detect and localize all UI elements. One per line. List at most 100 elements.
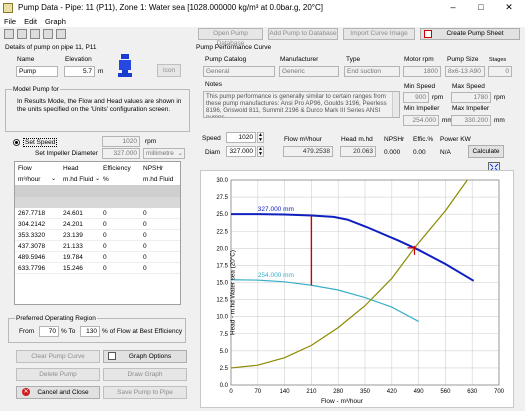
min-speed-field[interactable]: 900 — [403, 92, 429, 103]
save-icon[interactable] — [30, 29, 40, 39]
notes-scrollbar[interactable] — [392, 92, 399, 117]
table-cell[interactable]: 0 — [103, 243, 107, 250]
menu-graph[interactable]: Graph — [45, 16, 66, 26]
calculate-button[interactable]: Calculate — [468, 145, 504, 158]
delete-pump-button[interactable]: Delete Pump — [16, 368, 100, 381]
model-header: Model Pump for — [12, 86, 60, 93]
table-cell[interactable]: 0 — [103, 265, 107, 272]
create-pump-sheet-button[interactable]: Create Pump Sheet — [420, 28, 520, 40]
min-impeller-field[interactable]: 254.000 — [403, 115, 439, 126]
region-to-field[interactable]: 130 — [80, 326, 100, 337]
max-speed-field[interactable]: 1780 — [451, 92, 491, 103]
table-row[interactable]: 633.7796 15.246 0 0 — [15, 263, 180, 274]
motor-rpm-label: Motor rpm — [404, 56, 434, 63]
max-impeller-label: Max Impeller — [452, 105, 490, 112]
save-to-pipe-button[interactable]: Save Pump to Pipe — [103, 386, 187, 399]
icon-button[interactable]: Icon — [157, 64, 181, 77]
elevation-field[interactable]: 5.7 — [64, 66, 95, 77]
pump-curve-chart[interactable]: 0 70 140 210 280 350 420 490 560 630 700 0.0 2.5 5.0 7… — [200, 170, 514, 408]
stages-field[interactable]: 0 — [488, 66, 512, 77]
table-row[interactable]: 489.5946 19.784 0 0 — [15, 252, 180, 263]
chevron-down-icon[interactable]: ⌄ — [51, 176, 57, 182]
set-speed-radio[interactable] — [13, 139, 20, 146]
notes-text: This pump performance is generally simil… — [206, 93, 387, 118]
set-diameter-field[interactable]: 327.000 — [102, 148, 140, 159]
table-row-blank[interactable] — [15, 197, 180, 208]
table-cell[interactable]: 267.7718 — [18, 210, 46, 217]
maximize-button[interactable]: □ — [478, 2, 484, 12]
x-tick-label: 420 — [387, 389, 398, 395]
speed-field[interactable]: 1020 — [226, 132, 256, 143]
table-cell[interactable]: 0 — [143, 210, 147, 217]
diam-field[interactable]: 327.000 — [226, 146, 256, 157]
open-icon[interactable] — [17, 29, 27, 39]
table-cell[interactable]: 489.5946 — [18, 254, 46, 261]
speed-spinner[interactable]: ▲ ▼ — [257, 132, 264, 143]
print-icon[interactable] — [43, 29, 53, 39]
table-cell[interactable]: 23.139 — [63, 232, 83, 239]
table-cell[interactable]: 0 — [143, 265, 147, 272]
draw-graph-button[interactable]: Draw Graph — [103, 368, 187, 381]
table-selected-row[interactable] — [15, 186, 180, 197]
table-row[interactable]: 353.3320 23.139 0 0 — [15, 230, 180, 241]
minimize-button[interactable]: – — [450, 2, 456, 12]
menu-file[interactable]: File — [4, 16, 17, 26]
table-cell[interactable]: 0 — [103, 221, 107, 228]
table-cell[interactable]: 19.784 — [63, 254, 83, 261]
name-field[interactable]: Pump — [16, 66, 58, 77]
units-info-text: In Results Mode, the Flow and Head value… — [17, 98, 182, 113]
max-impeller-field[interactable]: 330.200 — [451, 115, 491, 126]
type-field[interactable]: End suction — [344, 66, 400, 77]
table-cell[interactable]: 15.246 — [63, 265, 83, 272]
diam-spinner[interactable]: ▲ ▼ — [257, 146, 264, 157]
table-cell[interactable]: 633.7796 — [18, 265, 46, 272]
close-button[interactable]: ✕ — [505, 2, 513, 12]
y-tick-label: 7.5 — [220, 332, 229, 338]
pump-data-table[interactable]: Flow Head Efficiency NPSHr m³/hour ⌄ m.h… — [14, 161, 181, 305]
table-cell[interactable]: 0 — [103, 254, 107, 261]
table-cell[interactable]: 0 — [143, 243, 147, 250]
region-from-label: From — [19, 328, 35, 335]
table-cell[interactable]: 437.3078 — [18, 243, 46, 250]
power-result-label: Power KW — [440, 136, 471, 143]
table-cell[interactable]: 0 — [143, 254, 147, 261]
copy-icon[interactable] — [56, 29, 66, 39]
motor-rpm-field[interactable]: 1800 — [403, 66, 441, 77]
model-panel: Model Pump for In Results Mode, the Flow… — [5, 86, 190, 132]
table-cell[interactable]: 0 — [103, 210, 107, 217]
table-cell[interactable]: 353.3320 — [18, 232, 46, 239]
chart-x-axis-label: Flow - m³/hour — [321, 398, 363, 405]
cancel-close-button[interactable]: ✕ Cancel and Close — [16, 386, 100, 399]
pump-size-field[interactable]: 8x6-13 A90 — [445, 66, 485, 77]
graph-options-button[interactable]: Graph Options — [103, 350, 187, 363]
y-tick-label: 22.5 — [216, 229, 228, 235]
table-row[interactable]: 267.7718 24.601 0 0 — [15, 208, 180, 219]
catalog-label: Pump Catalog — [205, 56, 247, 63]
open-database-button[interactable]: Open Pump Database — [198, 28, 263, 47]
col-unit-efficiency: % — [103, 176, 109, 183]
new-icon[interactable] — [4, 29, 14, 39]
diameter-unit-select[interactable]: millimetre ⌄ — [143, 148, 185, 159]
import-curve-button[interactable]: Import Curve Image — [343, 28, 415, 40]
set-speed-field[interactable]: 1020 — [102, 136, 140, 147]
chevron-down-icon[interactable]: ⌄ — [95, 176, 101, 182]
region-from-field[interactable]: 70 — [39, 326, 59, 337]
add-to-database-button[interactable]: Add Pump to Database — [268, 28, 338, 40]
notes-field[interactable]: This pump performance is generally simil… — [203, 91, 400, 118]
manufacturer-field[interactable]: Generic — [279, 66, 339, 77]
table-row[interactable]: 437.3078 21.133 0 0 — [15, 241, 180, 252]
table-cell[interactable]: 24.201 — [63, 221, 83, 228]
x-tick-label: 140 — [280, 389, 291, 395]
catalog-field[interactable]: General — [203, 66, 275, 77]
table-cell[interactable]: 0 — [143, 221, 147, 228]
table-cell[interactable]: 0 — [143, 232, 147, 239]
table-cell[interactable]: 0 — [103, 232, 107, 239]
table-cell[interactable]: 21.133 — [63, 243, 83, 250]
stages-label: Stages — [489, 57, 507, 63]
table-row[interactable]: 304.2142 24.201 0 0 — [15, 219, 180, 230]
table-cell[interactable]: 24.601 — [63, 210, 83, 217]
table-cell[interactable]: 304.2142 — [18, 221, 46, 228]
performance-header: Pump Performance Curve — [196, 44, 272, 51]
menu-edit[interactable]: Edit — [24, 16, 38, 26]
clear-pump-curve-button[interactable]: Clear Pump Curve — [16, 350, 100, 363]
